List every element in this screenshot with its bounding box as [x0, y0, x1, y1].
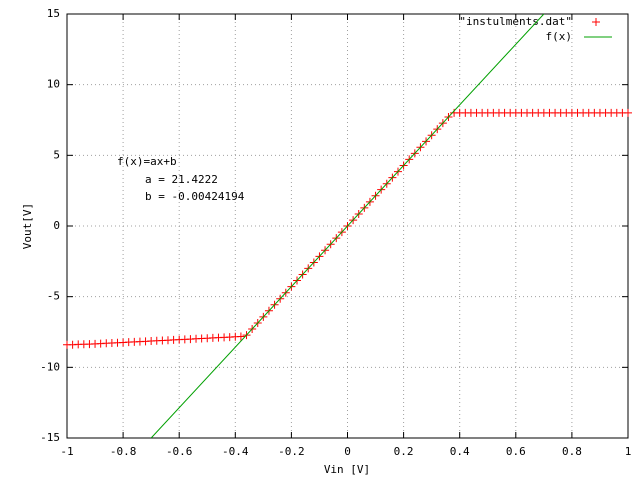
- x-tick-label: 0.4: [450, 445, 470, 458]
- y-tick-label: 0: [53, 219, 60, 232]
- x-tick-label: -0.8: [110, 445, 137, 458]
- legend-label: f(x): [546, 30, 573, 43]
- y-tick-label: 5: [53, 148, 60, 161]
- x-tick-label: -0.2: [278, 445, 305, 458]
- x-tick-label: 0.8: [562, 445, 582, 458]
- x-tick-label: 0: [344, 445, 351, 458]
- y-tick-label: 10: [47, 78, 60, 91]
- annotation: a = 21.4222: [145, 173, 218, 186]
- x-tick-label: -0.6: [166, 445, 193, 458]
- y-tick-label: 15: [47, 7, 60, 20]
- data-point: [624, 108, 632, 117]
- legend-marker: [592, 18, 600, 26]
- x-tick-label: -1: [60, 445, 73, 458]
- plot-frame: [66, 13, 629, 439]
- legend-label: "instulments.dat": [459, 15, 572, 28]
- x-tick-label: 0.6: [506, 445, 526, 458]
- x-tick-label: 0.2: [394, 445, 414, 458]
- x-tick-label: -0.4: [222, 445, 249, 458]
- y-axis-label: Vout[V]: [21, 203, 34, 249]
- y-tick-label: -15: [40, 431, 60, 444]
- y-tick-label: -10: [40, 360, 60, 373]
- y-tick-label: -5: [47, 290, 60, 303]
- annotation: b = -0.00424194: [145, 190, 245, 203]
- x-axis-label: Vin [V]: [324, 463, 370, 476]
- data-point: [236, 332, 245, 341]
- fit-line: [150, 14, 545, 438]
- annotation: f(x)=ax+b: [117, 155, 177, 168]
- x-tick-label: 1: [625, 445, 632, 458]
